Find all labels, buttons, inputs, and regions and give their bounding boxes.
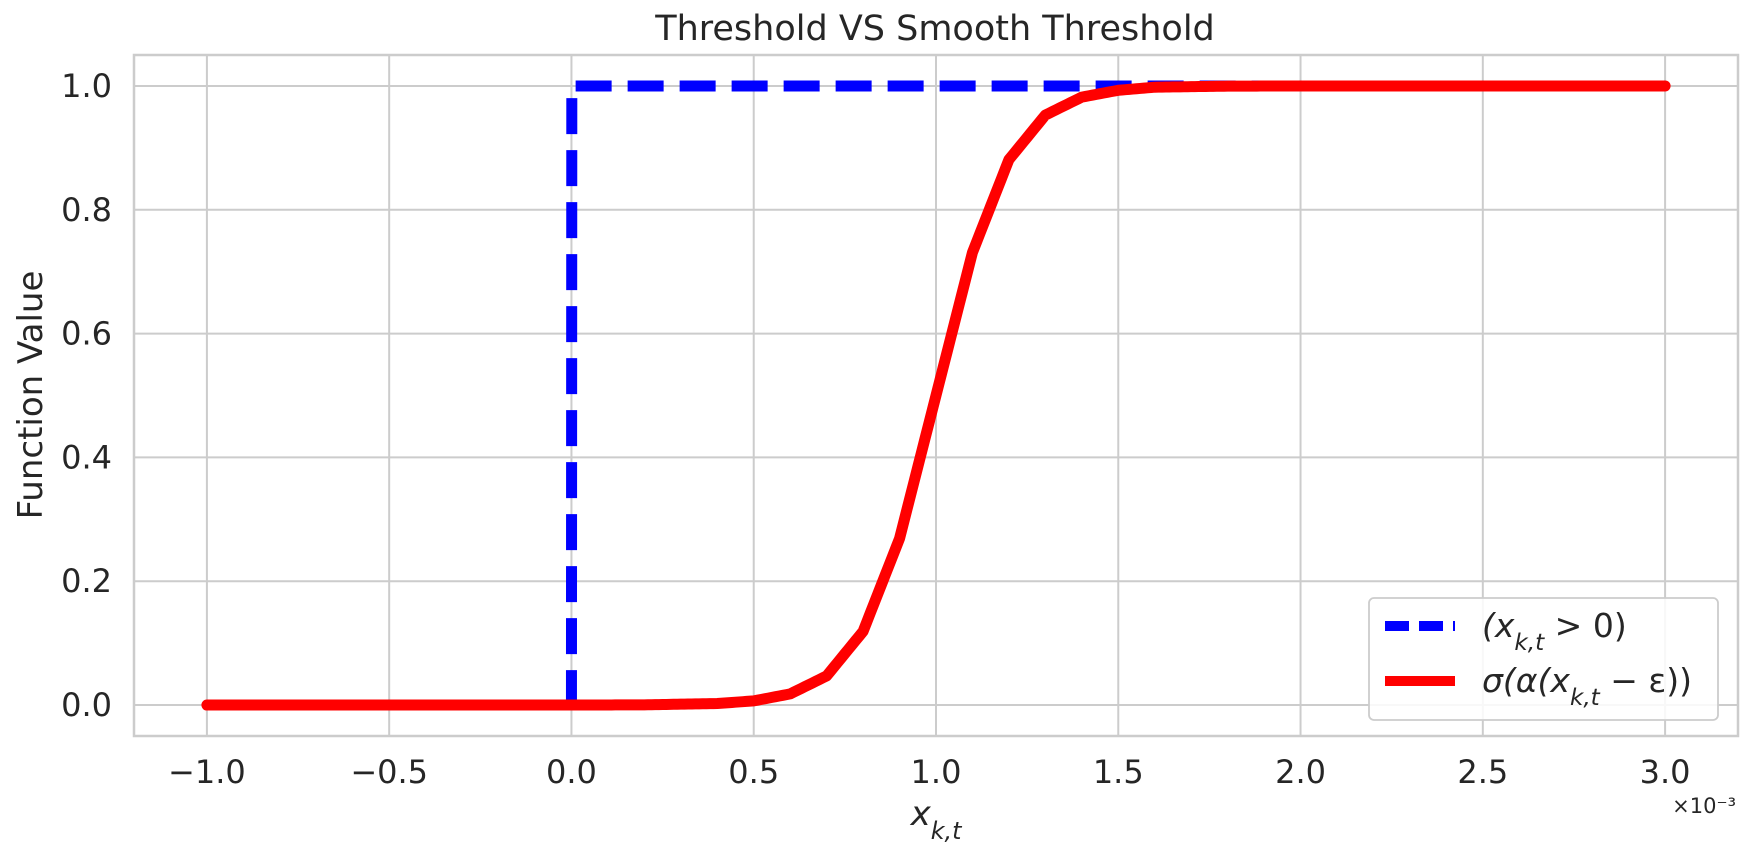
x-tick-label: 0.5 <box>728 753 779 791</box>
plot-frame <box>132 53 1740 738</box>
y-tick-label: 0.4 <box>61 438 112 476</box>
legend-label-smooth-threshold: σ(α(xk,t − ε)) <box>1482 661 1692 711</box>
y-tick-label: 1.0 <box>61 67 112 105</box>
y-axis-label: Function Value <box>11 271 51 520</box>
y-tick-label: 0.2 <box>61 562 112 600</box>
x-tick-label: 3.0 <box>1640 753 1691 791</box>
y-tick-label: 0.0 <box>61 686 112 724</box>
legend: (xk,t > 0) σ(α(xk,t − ε)) <box>1368 597 1719 721</box>
y-tick-label: 0.6 <box>61 315 112 353</box>
x-tick-label: 1.0 <box>911 753 962 791</box>
x-tick-label: −0.5 <box>350 753 428 791</box>
y-axis-label-group: Function Value <box>11 271 51 520</box>
x-tick-label: 2.0 <box>1275 753 1326 791</box>
x-tick-label: 1.5 <box>1093 753 1144 791</box>
x-tick-label: −1.0 <box>168 753 246 791</box>
y-tick-label: 0.8 <box>61 191 112 229</box>
series-line-1 <box>201 80 1671 711</box>
y-tick-labels: 0.0 0.2 0.4 0.6 0.8 1.0 <box>61 67 112 724</box>
x-tick-label: 2.5 <box>1457 753 1508 791</box>
x-tick-labels: −1.0 −0.5 0.0 0.5 1.0 1.5 2.0 2.5 3.0 <box>168 753 1690 791</box>
x-tick-label: 0.0 <box>546 753 597 791</box>
chart-title: Threshold VS Smooth Threshold <box>654 9 1215 49</box>
legend-frame <box>1368 597 1719 721</box>
legend-label-threshold: (xk,t > 0) <box>1482 606 1627 656</box>
series-layer <box>201 80 1671 711</box>
x-axis-offset-label: ×10⁻³ <box>1672 794 1736 818</box>
x-axis-label: xk,t <box>910 794 963 845</box>
